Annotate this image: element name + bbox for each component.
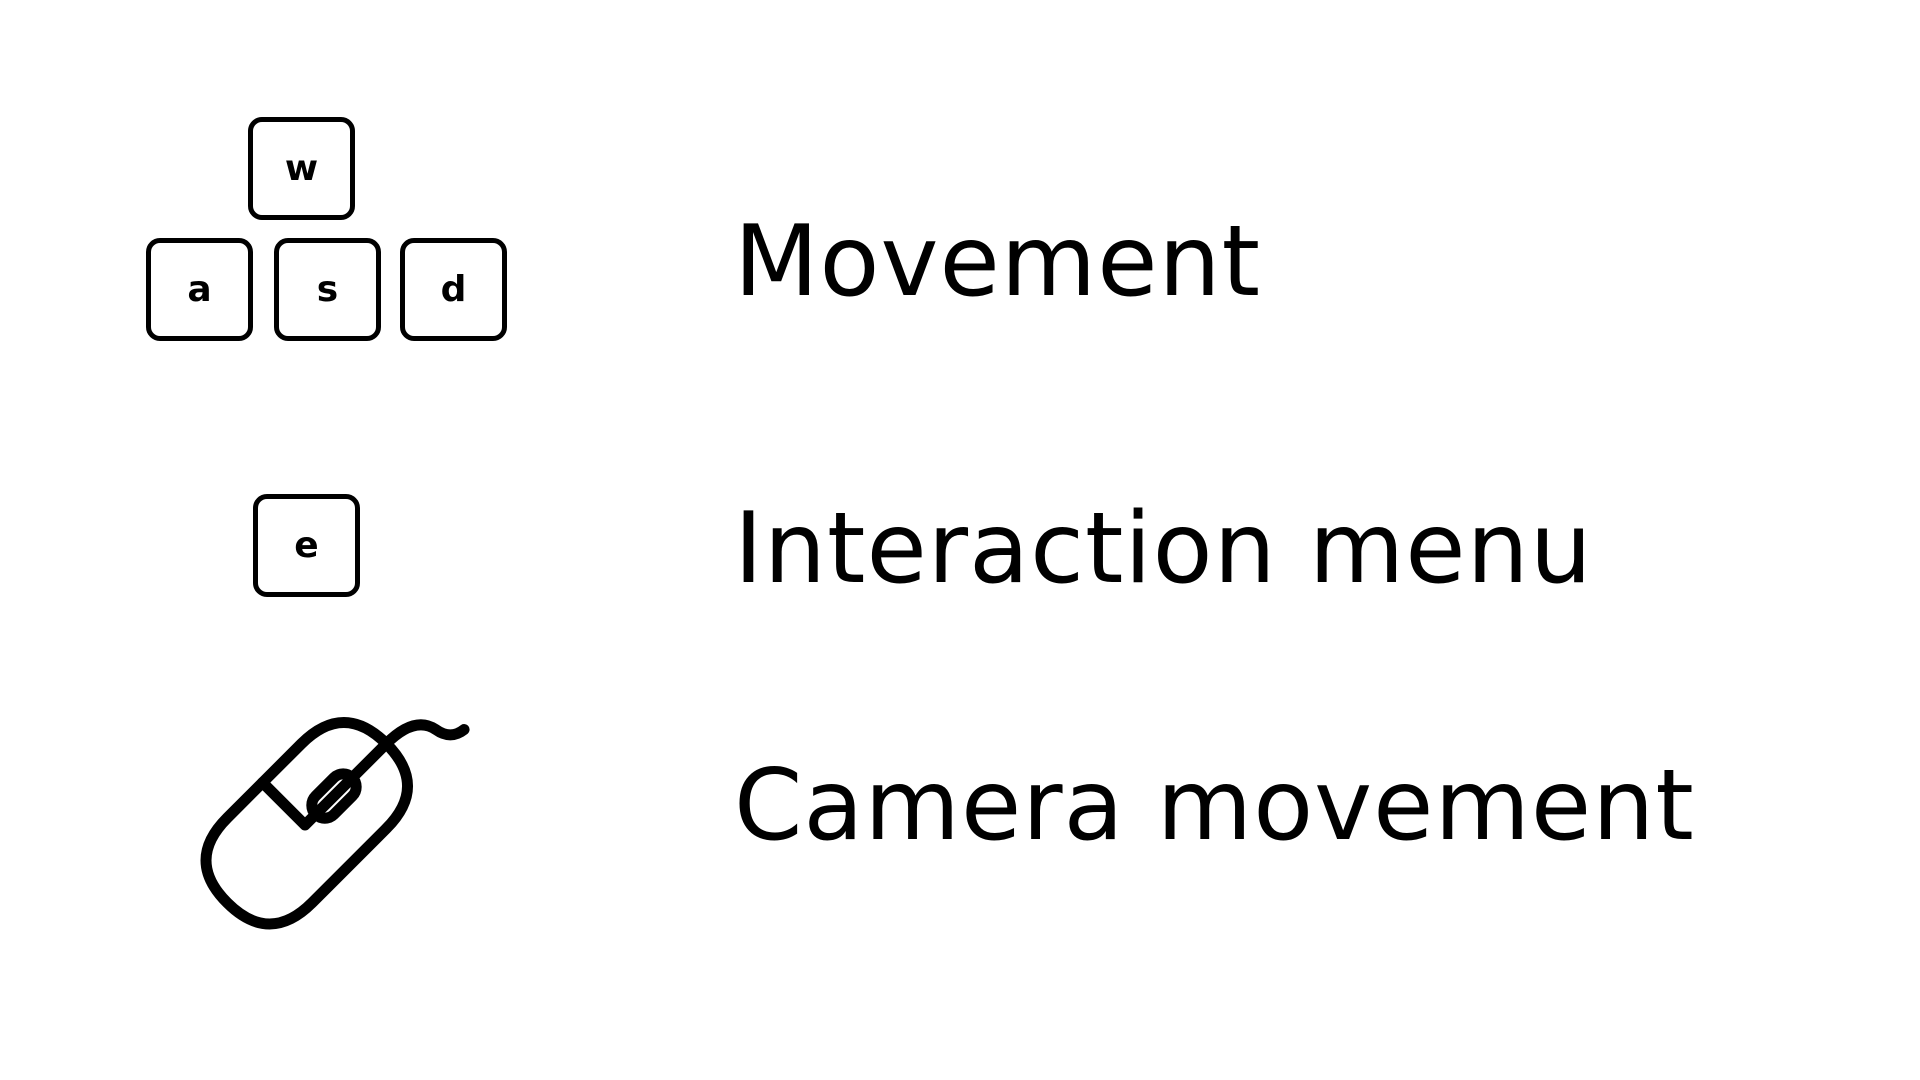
key-s: s — [274, 238, 381, 341]
mouse-icon — [200, 717, 470, 930]
camera-movement-label: Camera movement — [734, 749, 1695, 863]
interaction-menu-label: Interaction menu — [734, 492, 1593, 606]
key-e: e — [253, 494, 360, 597]
movement-label: Movement — [734, 205, 1262, 319]
key-w: w — [248, 117, 355, 220]
key-d: d — [400, 238, 507, 341]
key-a: a — [146, 238, 253, 341]
